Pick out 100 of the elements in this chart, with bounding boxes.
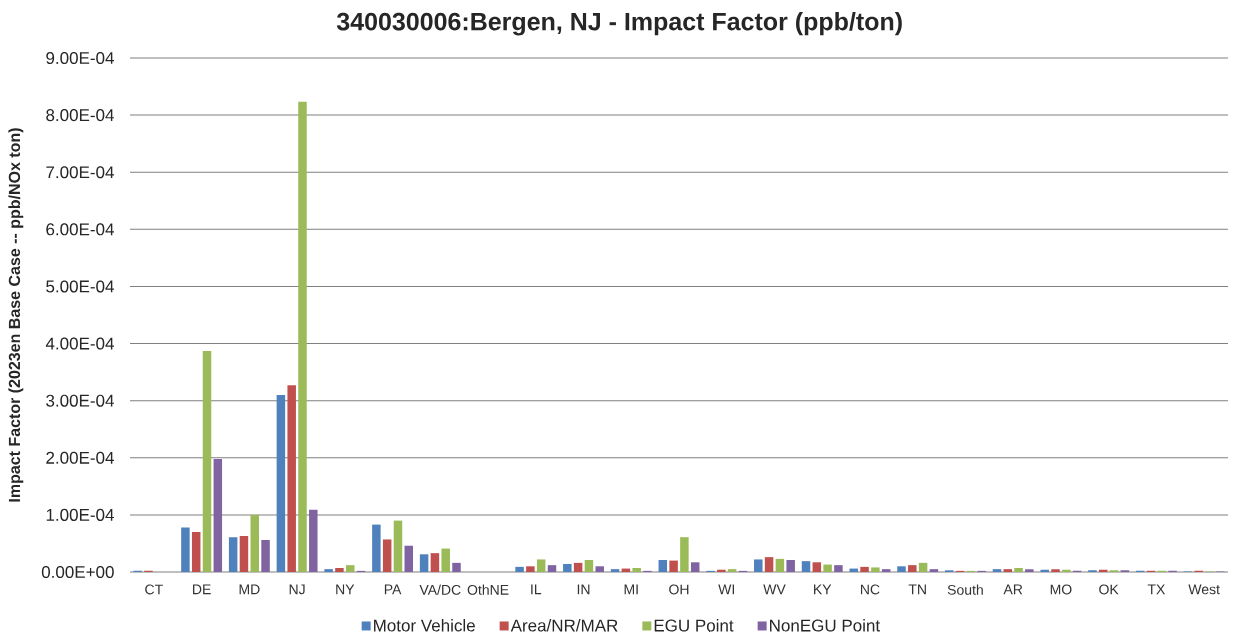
x-tick-label: CT xyxy=(145,584,163,595)
bar xyxy=(573,562,583,572)
bar xyxy=(764,557,774,572)
bar xyxy=(610,569,620,572)
bar xyxy=(786,560,795,572)
bar xyxy=(680,537,689,572)
x-tick-label: VA/DC xyxy=(419,584,461,595)
legend-label: EGU Point xyxy=(654,619,734,632)
bar xyxy=(239,536,249,572)
bar xyxy=(261,540,270,572)
bar xyxy=(309,509,318,572)
bar xyxy=(908,565,917,572)
y-tick-label: 2.00E-04 xyxy=(46,451,114,464)
y-tick-label: 6.00E-04 xyxy=(46,223,114,236)
bar xyxy=(717,569,726,572)
bar xyxy=(1014,568,1023,572)
bar xyxy=(441,548,450,572)
y-tick-label: 5.00E-04 xyxy=(46,280,114,293)
bar xyxy=(1099,569,1108,572)
bar xyxy=(929,569,939,572)
x-tick-label: TX xyxy=(1147,584,1166,595)
bar xyxy=(250,514,259,572)
bar xyxy=(526,566,535,572)
bar xyxy=(584,560,594,572)
bar xyxy=(563,564,572,572)
bar xyxy=(823,564,832,572)
bar xyxy=(324,569,333,572)
bar xyxy=(897,566,906,572)
bar xyxy=(812,562,822,572)
y-tick-label: 1.00E-04 xyxy=(46,508,114,521)
x-tick-label: IL xyxy=(531,584,542,595)
bar xyxy=(191,532,201,572)
bar xyxy=(276,394,286,572)
bar xyxy=(669,560,678,572)
bar xyxy=(547,565,557,572)
bar xyxy=(881,569,891,572)
bar xyxy=(181,527,190,572)
bar xyxy=(754,559,763,572)
bar xyxy=(834,565,843,572)
bar xyxy=(393,520,403,572)
bar xyxy=(1051,569,1060,572)
bar xyxy=(727,569,737,572)
bar xyxy=(690,562,700,572)
bar xyxy=(992,569,1002,572)
x-tick-label: NJ xyxy=(289,584,305,595)
legend-label: Area/NR/MAR xyxy=(510,619,618,632)
bar xyxy=(419,554,429,572)
bar xyxy=(345,565,355,572)
x-tick-label: NY xyxy=(336,584,355,595)
bar xyxy=(372,524,381,572)
bar xyxy=(775,558,785,572)
y-tick-label: 9.00E-04 xyxy=(46,51,114,65)
x-tick-label: TN xyxy=(908,584,926,595)
bar xyxy=(1003,569,1013,572)
y-axis-title: Impact Factor (2023en Base Case -- ppb/NOx ton) xyxy=(8,128,24,502)
y-tick-label: 4.00E-04 xyxy=(45,337,114,350)
x-tick-label: OK xyxy=(1099,584,1119,595)
bar xyxy=(1062,569,1071,572)
bar xyxy=(860,566,869,572)
legend-label: Motor Vehicle xyxy=(374,619,475,632)
x-tick-label: MO xyxy=(1050,584,1072,595)
bar xyxy=(287,385,296,572)
x-tick-label: OH xyxy=(669,584,689,595)
bar xyxy=(801,561,811,572)
bar xyxy=(658,560,668,572)
x-tick-label: DE xyxy=(193,584,211,595)
y-tick-label: 0.00E+00 xyxy=(41,565,114,579)
chart-title: 340030006:Bergen, NJ - Impact Factor (ppb/ton) xyxy=(336,12,902,36)
bar xyxy=(871,567,880,572)
bar xyxy=(452,562,461,572)
x-tick-label: South xyxy=(947,584,983,595)
x-tick-label: NC xyxy=(860,584,880,595)
bar xyxy=(335,568,344,572)
x-tick-label: West xyxy=(1188,584,1220,595)
bar xyxy=(536,559,546,572)
bar xyxy=(213,458,223,572)
x-tick-label: WI xyxy=(718,584,735,595)
bar xyxy=(228,537,238,572)
x-tick-label: OthNE xyxy=(467,584,509,595)
bar xyxy=(404,545,414,572)
bar xyxy=(1025,569,1034,572)
x-tick-label: KY xyxy=(814,584,832,595)
x-tick-label: IN xyxy=(577,584,590,595)
x-tick-label: MD xyxy=(239,584,260,595)
x-tick-label: AR xyxy=(1003,584,1023,595)
bar xyxy=(382,539,392,572)
y-tick-label: 7.00E-04 xyxy=(46,166,114,179)
bar xyxy=(430,553,440,572)
y-tick-label: 3.00E-04 xyxy=(46,394,114,407)
bar xyxy=(298,101,307,572)
x-tick-label: MI xyxy=(624,584,638,595)
x-tick-label: WV xyxy=(763,584,786,595)
bar xyxy=(202,350,212,572)
x-tick-label: PA xyxy=(384,584,402,595)
bar xyxy=(515,566,524,572)
y-tick-label: 8.00E-04 xyxy=(46,109,114,122)
bar xyxy=(1040,569,1049,572)
bar xyxy=(918,562,928,572)
bar xyxy=(595,566,604,572)
legend-label: NonEGU Point xyxy=(770,619,880,632)
